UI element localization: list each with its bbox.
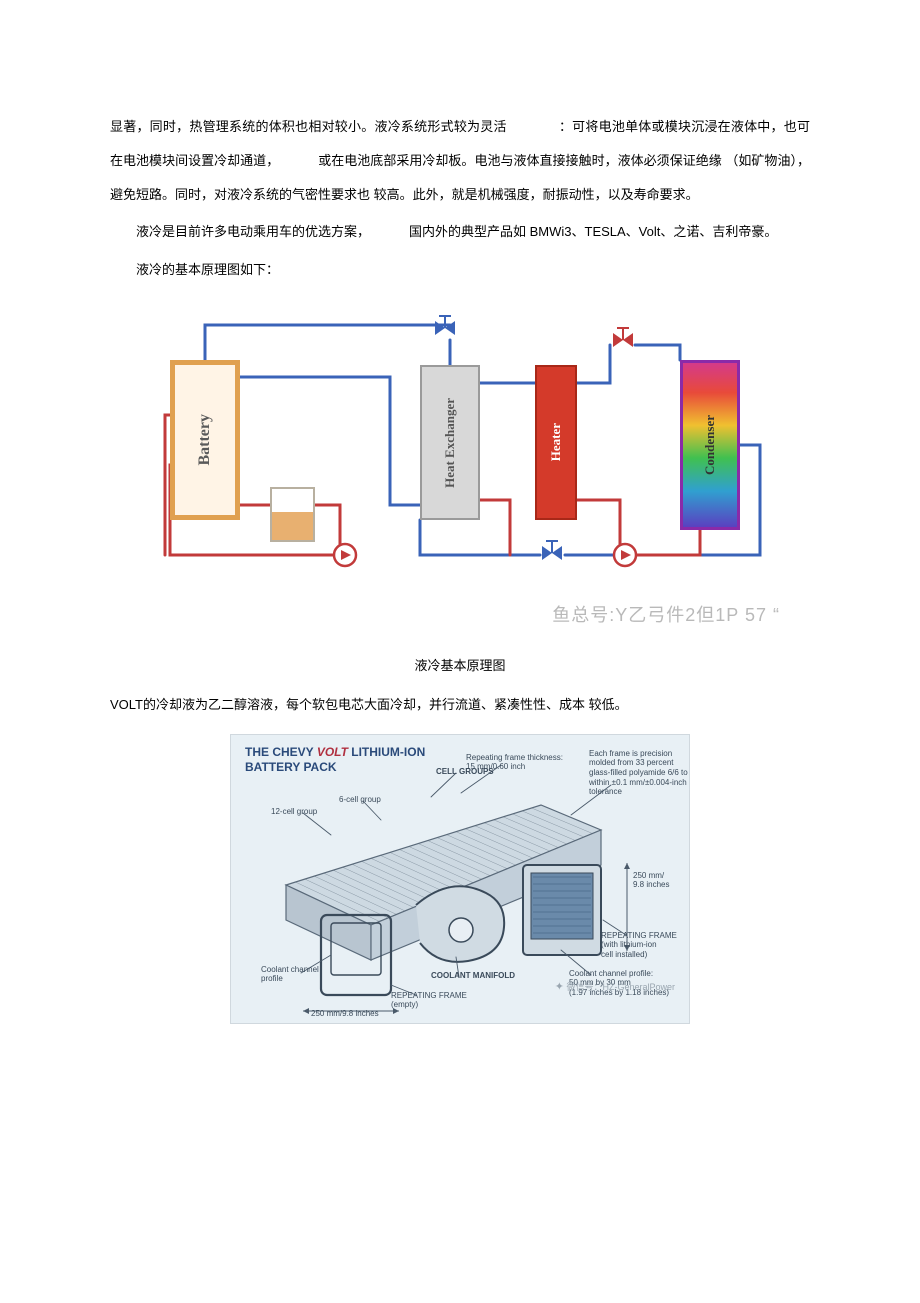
paragraph-2: 液冷是目前许多电动乘用车的优选方案， 国内外的典型产品如 BMWi3、TESLA… [110, 215, 810, 249]
diagram2-label: 6-cell group [339, 795, 381, 805]
diagram2-label: REPEATING FRAME(empty) [391, 991, 467, 1010]
diagram2-label: 250 mm/9.8 inches [633, 871, 669, 890]
node-battery: Battery [170, 360, 240, 520]
diagram2-label: 12-cell group [271, 807, 317, 817]
diagram2-label: 250 mm/9.8 inches [311, 1009, 379, 1019]
paragraph-3: 液冷的基本原理图如下： [110, 253, 810, 287]
node-reservoir [270, 487, 315, 542]
diagram2-label: COOLANT MANIFOLD [431, 971, 515, 981]
diagram2-label: Each frame is precisionmolded from 33 pe… [589, 749, 688, 797]
diagram2-label: Repeating frame thickness:15 mm/0.60 inc… [466, 753, 563, 772]
paragraph-1: 显著，同时，热管理系统的体积也相对较小。液冷系统形式较为灵活 ：可将电池单体或模… [110, 110, 810, 211]
diagram1-caption: 液冷基本原理图 [110, 655, 810, 674]
paragraph-4: VOLT的冷却液为乙二醇溶液，每个软包电芯大面冷却，并行流道、紧凑性性、成本 较… [110, 688, 810, 722]
diagram2-watermark: ✦ 微信号：HZ-GeneralPower [555, 980, 675, 993]
liquid-cooling-principle-diagram: Battery Heat Exchanger Heater Condenser [140, 305, 780, 595]
chevy-volt-battery-pack-diagram: THE CHEVY VOLT LITHIUM-ION BATTERY PACK … [230, 734, 690, 1024]
node-condenser: Condenser [680, 360, 740, 530]
node-hex: Heat Exchanger [420, 365, 480, 520]
watermark-text: 鱼总号:Y乙弓件2但1P 57 “ [110, 601, 810, 627]
diagram2-label: Coolant channelprofile [261, 965, 319, 984]
diagram2-label: REPEATING FRAME(with lithium-ioncell ins… [601, 931, 677, 960]
node-heater: Heater [535, 365, 577, 520]
